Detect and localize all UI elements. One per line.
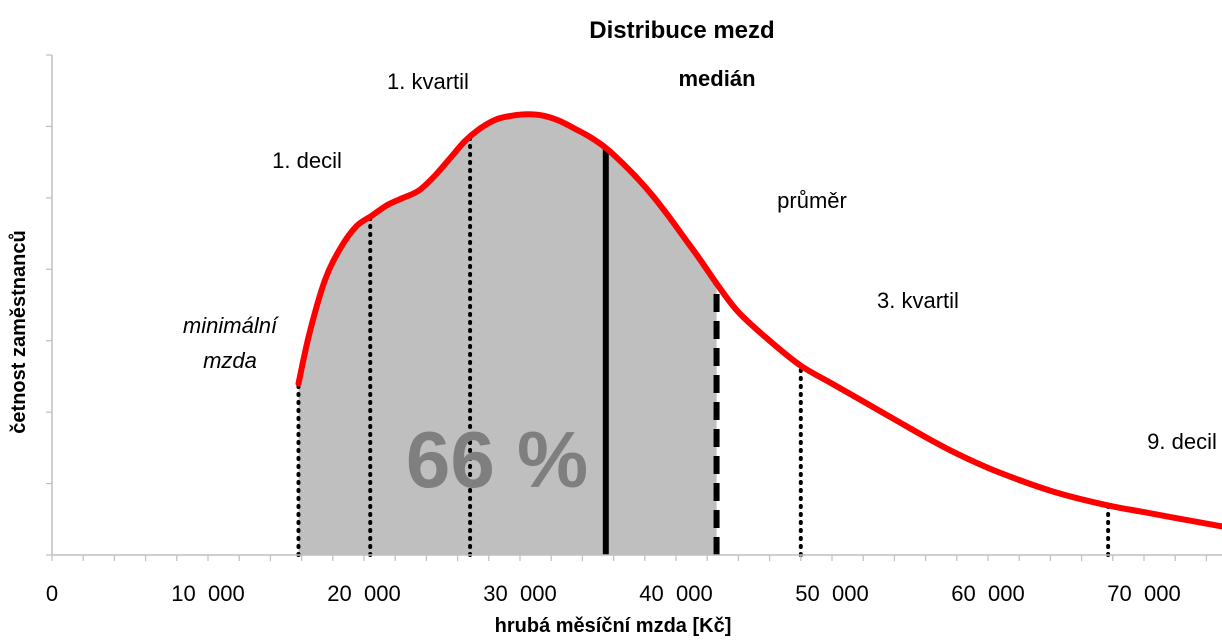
x-tick-label: 40 000	[639, 581, 712, 606]
x-tick-label: 50 000	[795, 581, 868, 606]
x-tick-label: 0	[46, 581, 58, 606]
annotation-3-kvartil: 3. kvartil	[877, 288, 959, 313]
share-label: 66 %	[406, 415, 588, 504]
x-tick-label: 20 000	[327, 581, 400, 606]
x-tick-label: 10 000	[171, 581, 244, 606]
annotation-1-decil: 1. decil	[272, 148, 342, 173]
annotation-9-decil: 9. decil	[1147, 429, 1217, 454]
y-axis-title: četnost zaměstnanců	[8, 230, 30, 433]
annotation-prumer: průměr	[777, 188, 847, 213]
x-tick-label: 30 000	[483, 581, 556, 606]
annotation-1-kvartil: 1. kvartil	[387, 69, 469, 94]
annotation-median: medián	[678, 66, 755, 91]
annotation-mzda: mzda	[203, 348, 257, 373]
chart-title: Distribuce mezd	[589, 17, 774, 44]
x-tick-label: 70 000	[1107, 581, 1180, 606]
annotation-minimalni: minimální	[183, 313, 279, 338]
x-axis-title: hrubá měsíční mzda [Kč]	[495, 615, 732, 637]
x-tick-label: 60 000	[951, 581, 1024, 606]
